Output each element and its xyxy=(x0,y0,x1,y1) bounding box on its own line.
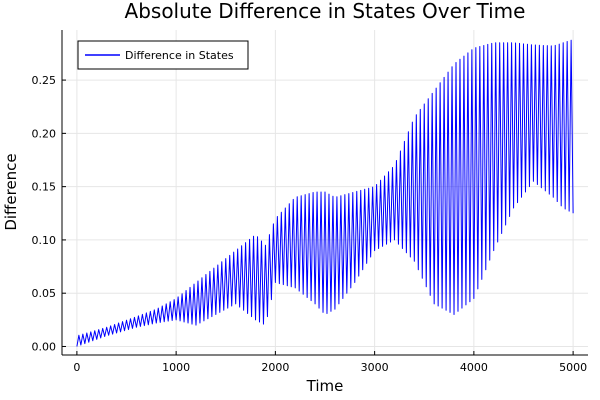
chart-title: Absolute Difference in States Over Time xyxy=(125,0,526,23)
x-tick-label: 1000 xyxy=(162,361,190,374)
x-tick-label: 3000 xyxy=(361,361,389,374)
y-tick-label: 0.10 xyxy=(32,234,57,247)
y-tick-label: 0.00 xyxy=(32,340,57,353)
x-tick-label: 5000 xyxy=(559,361,587,374)
series-layer xyxy=(76,39,574,347)
y-tick-label: 0.25 xyxy=(32,74,57,87)
axes xyxy=(61,30,588,356)
x-axis-label: Time xyxy=(306,377,344,395)
x-ticks: 0 1000 2000 3000 4000 5000 xyxy=(73,351,587,374)
x-tick-label: 0 xyxy=(73,361,80,374)
legend-label: Difference in States xyxy=(125,49,234,62)
x-tick-label: 4000 xyxy=(460,361,488,374)
y-tick-label: 0.20 xyxy=(32,127,57,140)
y-tick-label: 0.15 xyxy=(32,181,57,194)
y-axis-label: Difference xyxy=(2,153,20,230)
series-line-difference-in-states xyxy=(76,39,574,347)
x-tick-label: 2000 xyxy=(261,361,289,374)
legend: Difference in States xyxy=(77,40,249,70)
y-ticks: 0.00 0.05 0.10 0.15 0.20 0.25 xyxy=(32,74,66,353)
y-tick-label: 0.05 xyxy=(32,287,57,300)
